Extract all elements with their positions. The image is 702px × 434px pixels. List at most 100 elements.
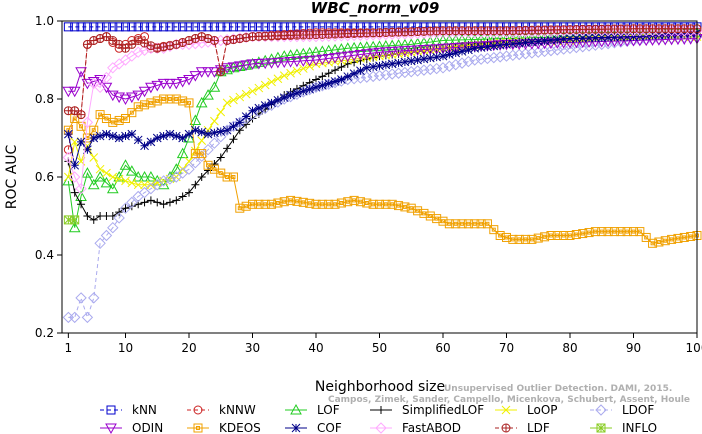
- data-point: [686, 231, 696, 241]
- data-point: [360, 41, 373, 52]
- data-point: [381, 60, 391, 70]
- legend-item-cof: COF: [285, 421, 342, 434]
- data-point: [127, 108, 137, 118]
- data-point: [375, 199, 384, 209]
- data-point: [355, 197, 365, 207]
- data-point: [87, 178, 100, 190]
- data-point: [386, 46, 399, 58]
- data-point: [373, 47, 386, 59]
- data-point: [63, 22, 73, 32]
- data-point: [254, 199, 264, 209]
- data-point: [83, 145, 92, 155]
- data-point: [596, 38, 608, 51]
- data-point: [133, 180, 143, 190]
- data-point: [576, 41, 589, 53]
- data-point: [349, 69, 359, 79]
- data-point: [170, 163, 183, 174]
- data-point: [311, 199, 321, 209]
- data-point: [394, 201, 404, 211]
- data-point: [178, 96, 188, 106]
- data-point: [210, 128, 219, 138]
- data-point: [367, 40, 379, 52]
- data-point: [171, 39, 181, 49]
- data-point: [507, 49, 519, 62]
- data-point: [545, 44, 557, 57]
- data-point: [70, 137, 80, 147]
- data-point: [387, 59, 397, 69]
- legend-marker: [291, 423, 301, 433]
- data-point: [354, 50, 367, 61]
- plot-area: [62, 22, 702, 324]
- data-point: [114, 174, 124, 184]
- data-point: [559, 231, 569, 240]
- data-point: [235, 203, 245, 213]
- data-point: [591, 33, 600, 43]
- data-point: [133, 102, 143, 112]
- data-point: [63, 145, 73, 155]
- data-point: [463, 219, 473, 229]
- data-point: [565, 231, 575, 240]
- data-point: [500, 50, 513, 62]
- data-point: [197, 149, 207, 159]
- data-point: [126, 196, 138, 209]
- data-point: [146, 180, 156, 190]
- data-point: [184, 22, 194, 32]
- data-point: [119, 202, 132, 214]
- data-point: [451, 48, 461, 58]
- legend-item-knnw: kNNW: [187, 403, 256, 417]
- chart-title: WBC_norm_v09: [311, 0, 440, 17]
- data-point: [356, 66, 365, 76]
- data-point: [673, 29, 683, 39]
- data-point: [216, 107, 226, 117]
- data-point: [590, 227, 600, 237]
- data-point: [248, 114, 257, 123]
- data-point: [178, 22, 188, 32]
- data-point: [468, 41, 481, 53]
- data-point: [75, 292, 87, 304]
- data-point: [202, 67, 214, 78]
- data-point: [400, 57, 410, 67]
- data-point: [527, 37, 537, 47]
- data-point: [298, 64, 308, 73]
- data-point: [341, 51, 354, 63]
- data-point: [195, 67, 208, 78]
- y-tick-label: 1.0: [35, 14, 54, 28]
- data-point: [400, 202, 410, 212]
- axes: 1 10 20 30 40 50 60 70 80 90 100 0.2 0.4 0.6 0.8 1.0: [35, 14, 702, 355]
- data-point: [164, 78, 176, 90]
- data-point: [70, 215, 80, 225]
- data-point: [82, 39, 92, 49]
- data-point: [373, 40, 386, 51]
- data-point: [380, 39, 392, 51]
- data-point: [432, 52, 442, 62]
- data-point: [470, 43, 480, 53]
- data-point: [108, 36, 118, 45]
- data-point: [540, 36, 549, 46]
- data-point: [406, 56, 416, 66]
- data-point: [483, 42, 492, 52]
- data-point: [152, 22, 162, 32]
- data-point: [286, 68, 295, 78]
- series-line-kdeos: [67, 98, 698, 244]
- data-point: [540, 232, 550, 242]
- data-point: [76, 137, 86, 147]
- data-point: [297, 56, 310, 67]
- data-point: [411, 45, 424, 56]
- data-point: [514, 38, 524, 48]
- data-point: [233, 61, 246, 72]
- data-point: [197, 22, 207, 32]
- data-point: [95, 22, 105, 32]
- data-point: [533, 233, 543, 243]
- data-point: [121, 204, 130, 213]
- legend-label: FastABOD: [402, 421, 461, 434]
- data-point: [278, 57, 291, 68]
- data-point: [70, 188, 79, 197]
- data-point: [432, 214, 442, 224]
- data-point: [202, 89, 214, 100]
- data-point: [564, 42, 576, 55]
- data-point: [514, 234, 524, 244]
- data-point: [246, 59, 259, 70]
- data-point: [444, 219, 454, 229]
- data-point: [119, 159, 132, 170]
- data-point: [457, 219, 467, 229]
